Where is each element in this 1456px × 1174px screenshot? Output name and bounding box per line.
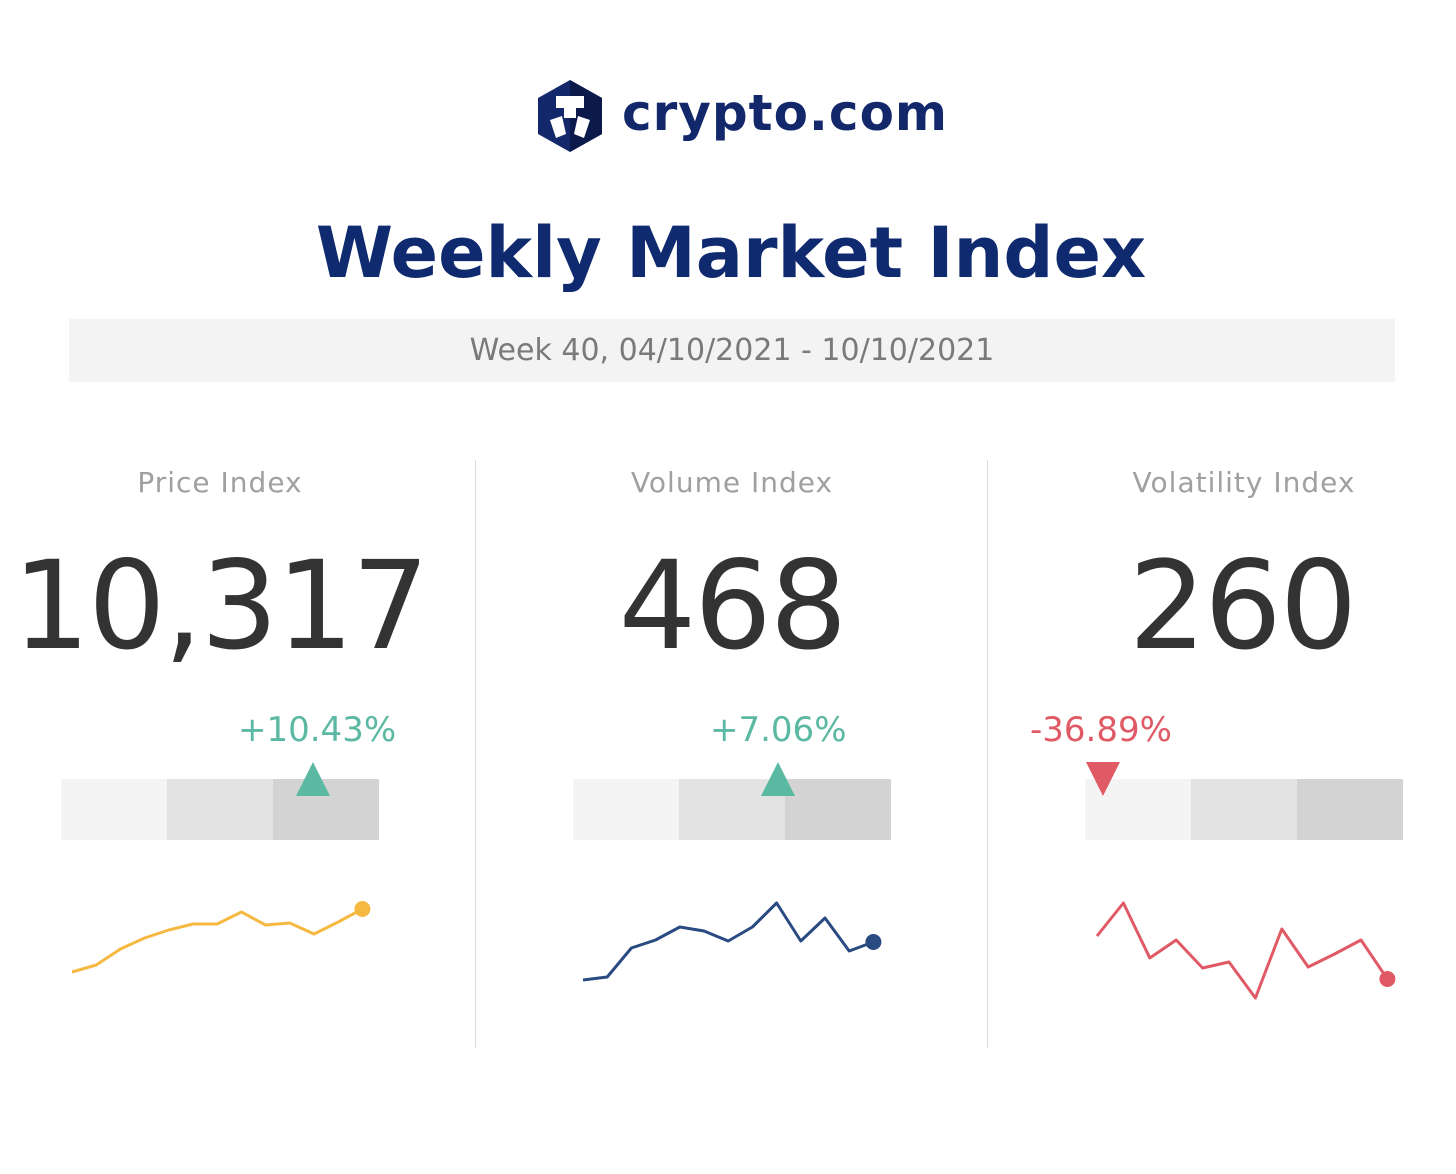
brand-name: crypto.com xyxy=(622,84,949,142)
volatility-index-label: Volatility Index xyxy=(1132,466,1356,499)
page-title: Weekly Market Index xyxy=(315,212,1147,294)
week-range: Week 40, 04/10/2021 - 10/10/2021 xyxy=(69,319,1395,382)
volatility-level-bar xyxy=(1085,779,1403,840)
volatility-index-change: -36.89% xyxy=(1030,710,1172,750)
divider xyxy=(475,460,476,1048)
divider xyxy=(987,460,988,1048)
price-index-change: +10.43% xyxy=(238,710,397,750)
volatility-index-value: 260 xyxy=(1128,535,1358,677)
sparkline-path xyxy=(1095,901,1389,1000)
sparkline-end-point xyxy=(865,934,882,950)
crypto-logo-icon xyxy=(538,80,602,152)
up-triangle-icon xyxy=(296,762,330,796)
sparkline-end-point xyxy=(1379,971,1396,987)
down-triangle-icon xyxy=(1086,762,1120,796)
volatility-sparkline xyxy=(1095,901,1396,1000)
volume-index-value: 468 xyxy=(618,535,848,677)
sparkline-end-point xyxy=(354,901,371,917)
price-level-bar xyxy=(61,779,379,840)
sparkline-path xyxy=(71,907,364,974)
volume-level-bar xyxy=(573,779,891,840)
price-index-value: 10,317 xyxy=(12,535,430,677)
volume-index-label: Volume Index xyxy=(630,466,834,499)
sparkline-path xyxy=(582,901,874,982)
price-sparkline xyxy=(71,901,371,974)
price-index-label: Price Index xyxy=(137,466,303,499)
up-triangle-icon xyxy=(761,762,795,796)
volume-index-change: +7.06% xyxy=(710,710,847,750)
volume-sparkline xyxy=(582,901,882,982)
